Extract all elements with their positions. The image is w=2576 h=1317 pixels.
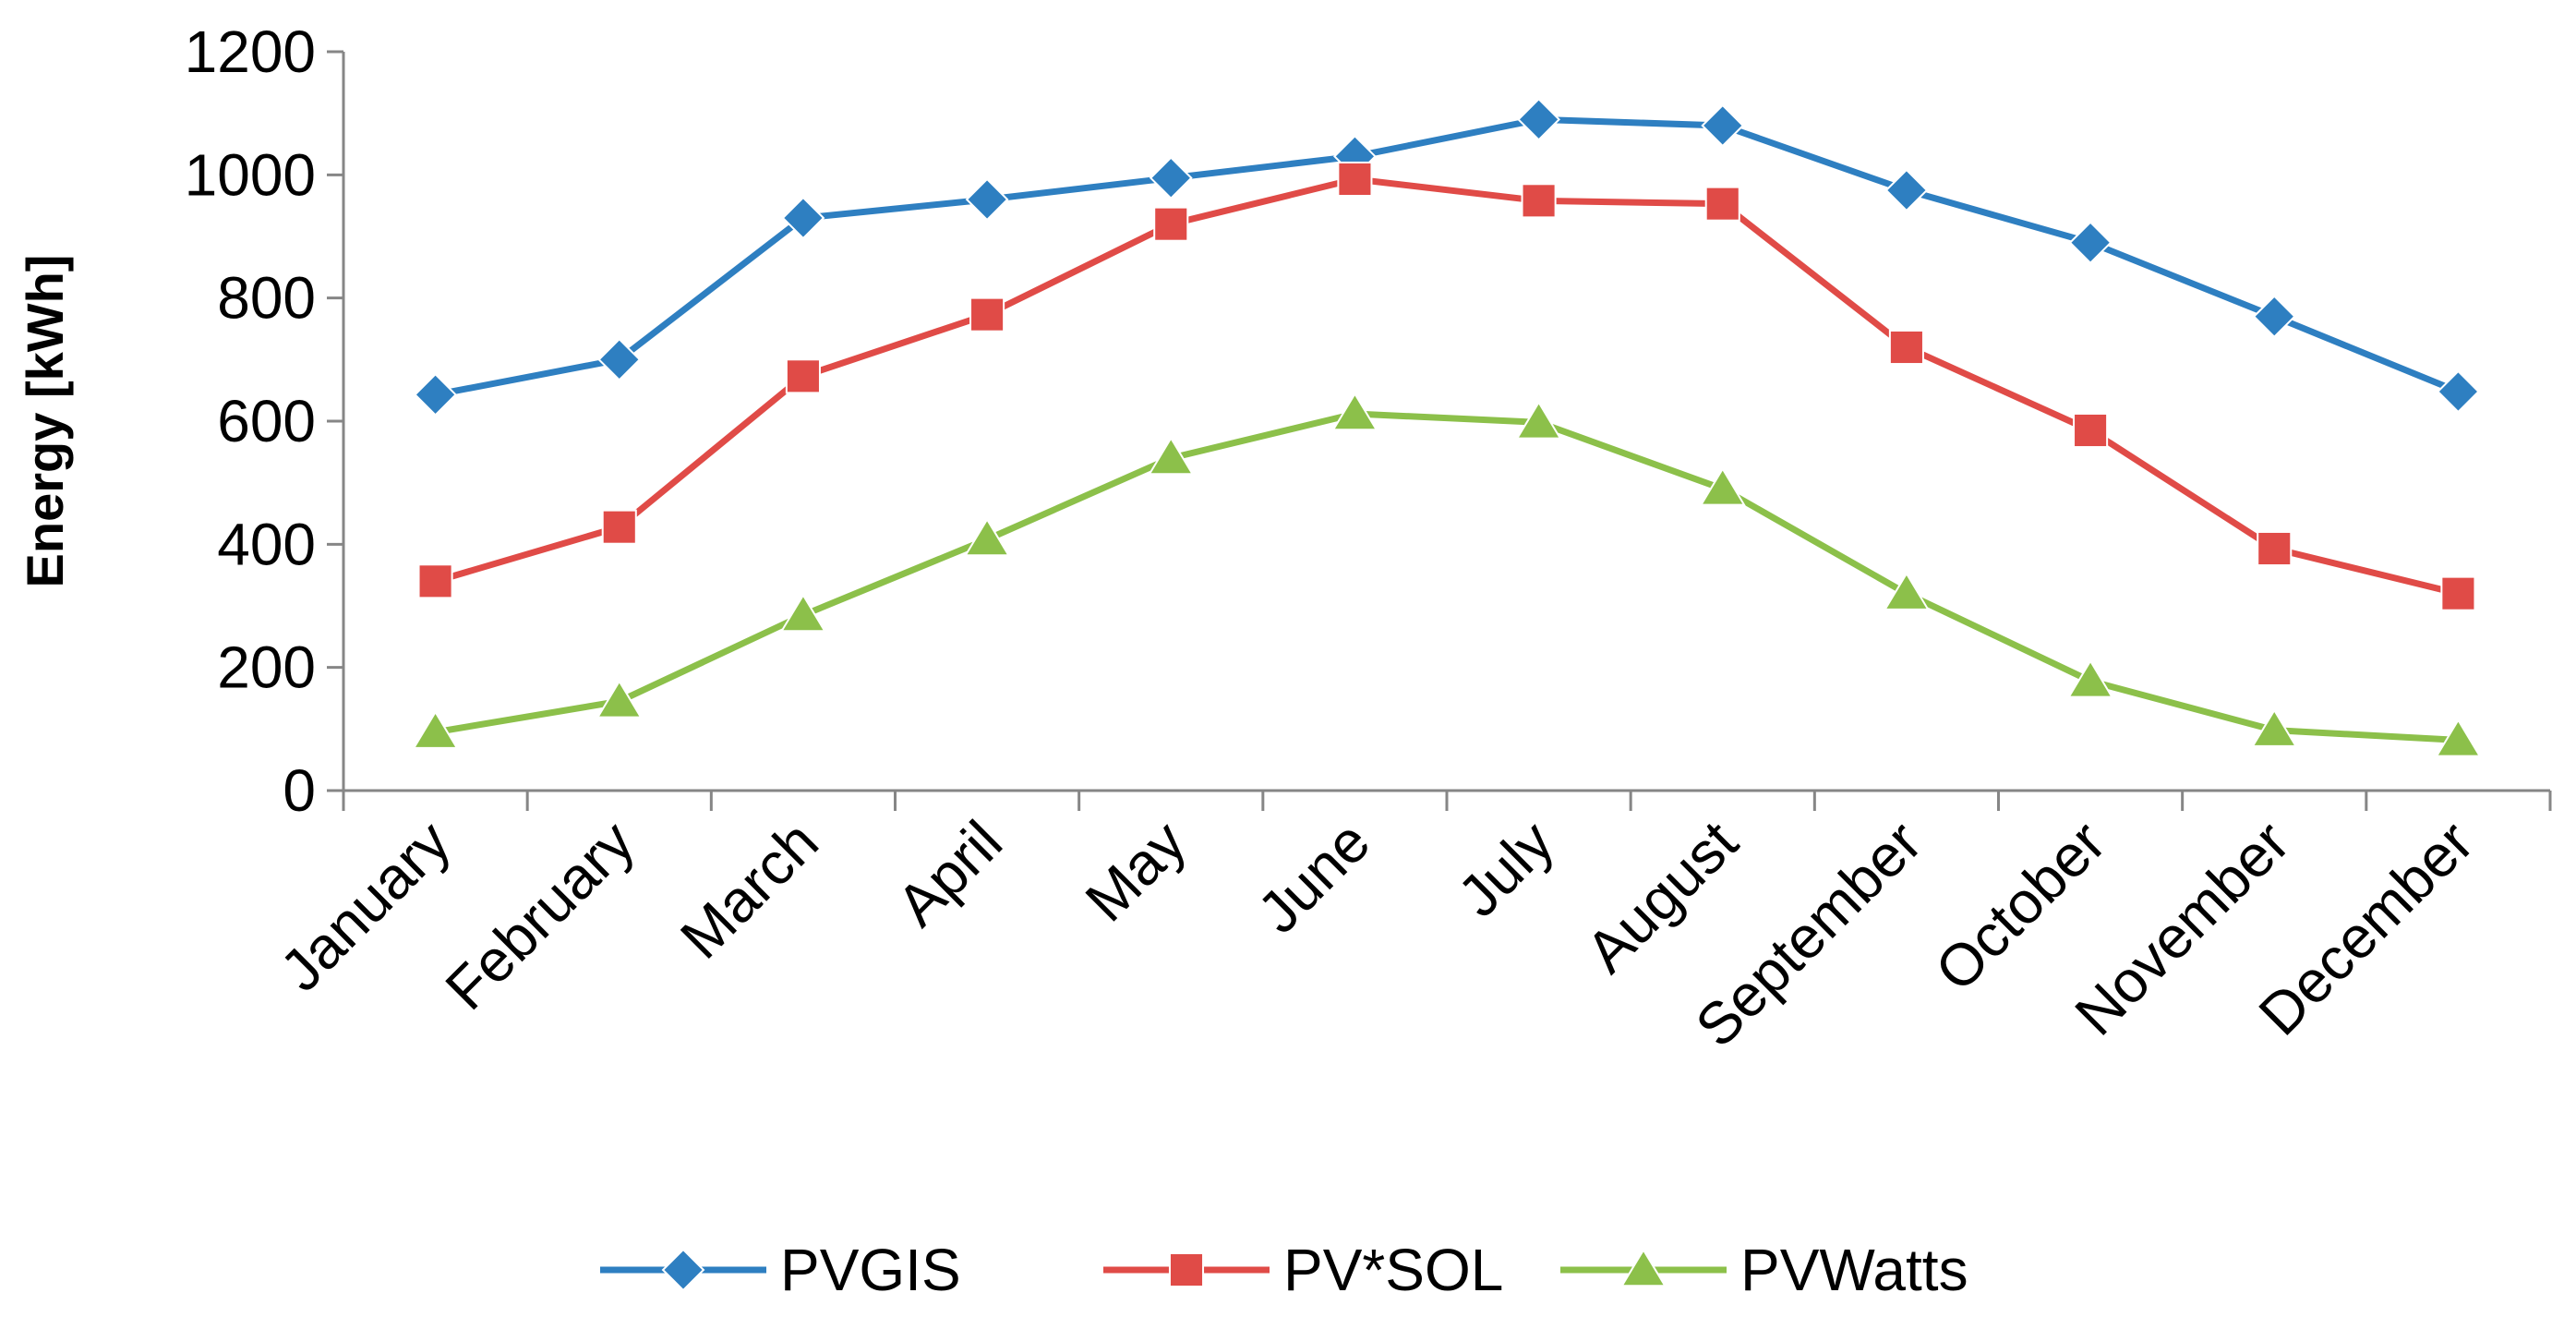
data-point: [596, 679, 643, 719]
data-point: [2440, 575, 2476, 611]
series-line: [434, 175, 2460, 598]
data-point: [2067, 658, 2114, 698]
x-tick-label: March: [668, 808, 831, 972]
legend-item: PVWatts: [1560, 1237, 1968, 1303]
data-point: [1515, 400, 1562, 440]
y-axis-title: Energy [kWh]: [16, 255, 74, 588]
data-point: [965, 177, 1009, 222]
data-point: [2252, 295, 2296, 339]
data-point: [2251, 708, 2298, 747]
data-point: [1148, 436, 1195, 476]
y-axis: 0 200 400 600 800 1000 1200: [185, 18, 345, 824]
x-tick-label: April: [885, 808, 1015, 938]
data-point: [1153, 206, 1189, 242]
series-pvwatts: [412, 392, 2482, 757]
data-point: [969, 296, 1005, 332]
y-tick-label: 1200: [185, 18, 316, 85]
data-point: [2435, 718, 2482, 757]
data-point: [417, 563, 453, 599]
series-line: [434, 115, 2460, 398]
x-tick-label: July: [1445, 808, 1566, 929]
data-point: [1149, 156, 1193, 200]
data-point: [2073, 412, 2109, 449]
data-point: [1521, 183, 1557, 219]
data-point: [1331, 392, 1378, 431]
data-point: [1884, 168, 1929, 212]
x-tick-label: February: [433, 808, 647, 1022]
legend-label: PVGIS: [780, 1237, 961, 1303]
data-point: [2068, 221, 2113, 265]
x-tick-label: August: [1573, 808, 1751, 985]
data-point: [1701, 103, 1745, 148]
y-tick-label: 200: [217, 634, 316, 701]
y-tick-label: 600: [217, 388, 316, 454]
legend-item: PVGIS: [600, 1237, 961, 1303]
data-point: [597, 337, 642, 381]
data-point: [785, 358, 821, 394]
data-point: [601, 509, 637, 545]
legend-marker: [1619, 1248, 1667, 1287]
series-pvgis: [414, 97, 2480, 417]
y-tick-label: 400: [217, 511, 316, 577]
data-point: [779, 593, 826, 633]
data-point: [1337, 161, 1373, 198]
data-point: [964, 517, 1011, 557]
data-point: [2437, 369, 2480, 414]
data-point: [2257, 530, 2293, 567]
data-point: [781, 196, 825, 240]
data-point: [1888, 329, 1924, 366]
legend-marker: [1168, 1251, 1205, 1288]
data-point: [412, 710, 459, 749]
data-point: [1517, 97, 1560, 141]
y-tick-label: 0: [283, 757, 316, 824]
series-layer: [412, 97, 2482, 757]
y-tick-label: 800: [217, 265, 316, 332]
x-tick-label: June: [1245, 808, 1382, 946]
legend-item: PV*SOL: [1103, 1237, 1503, 1303]
data-point: [1883, 572, 1930, 610]
legend-label: PV*SOL: [1283, 1237, 1503, 1303]
data-point: [1704, 186, 1740, 222]
series-line: [435, 410, 2459, 743]
data-point: [414, 372, 457, 417]
legend-label: PVWatts: [1740, 1237, 1968, 1303]
x-tick-label: May: [1073, 808, 1198, 934]
legend: PVGIS PV*SOL PVWatts: [600, 1237, 1968, 1303]
legend-marker: [661, 1248, 705, 1292]
data-point: [1699, 466, 1746, 506]
series-pv-sol: [417, 161, 2476, 611]
y-tick-label: 1000: [185, 141, 316, 208]
